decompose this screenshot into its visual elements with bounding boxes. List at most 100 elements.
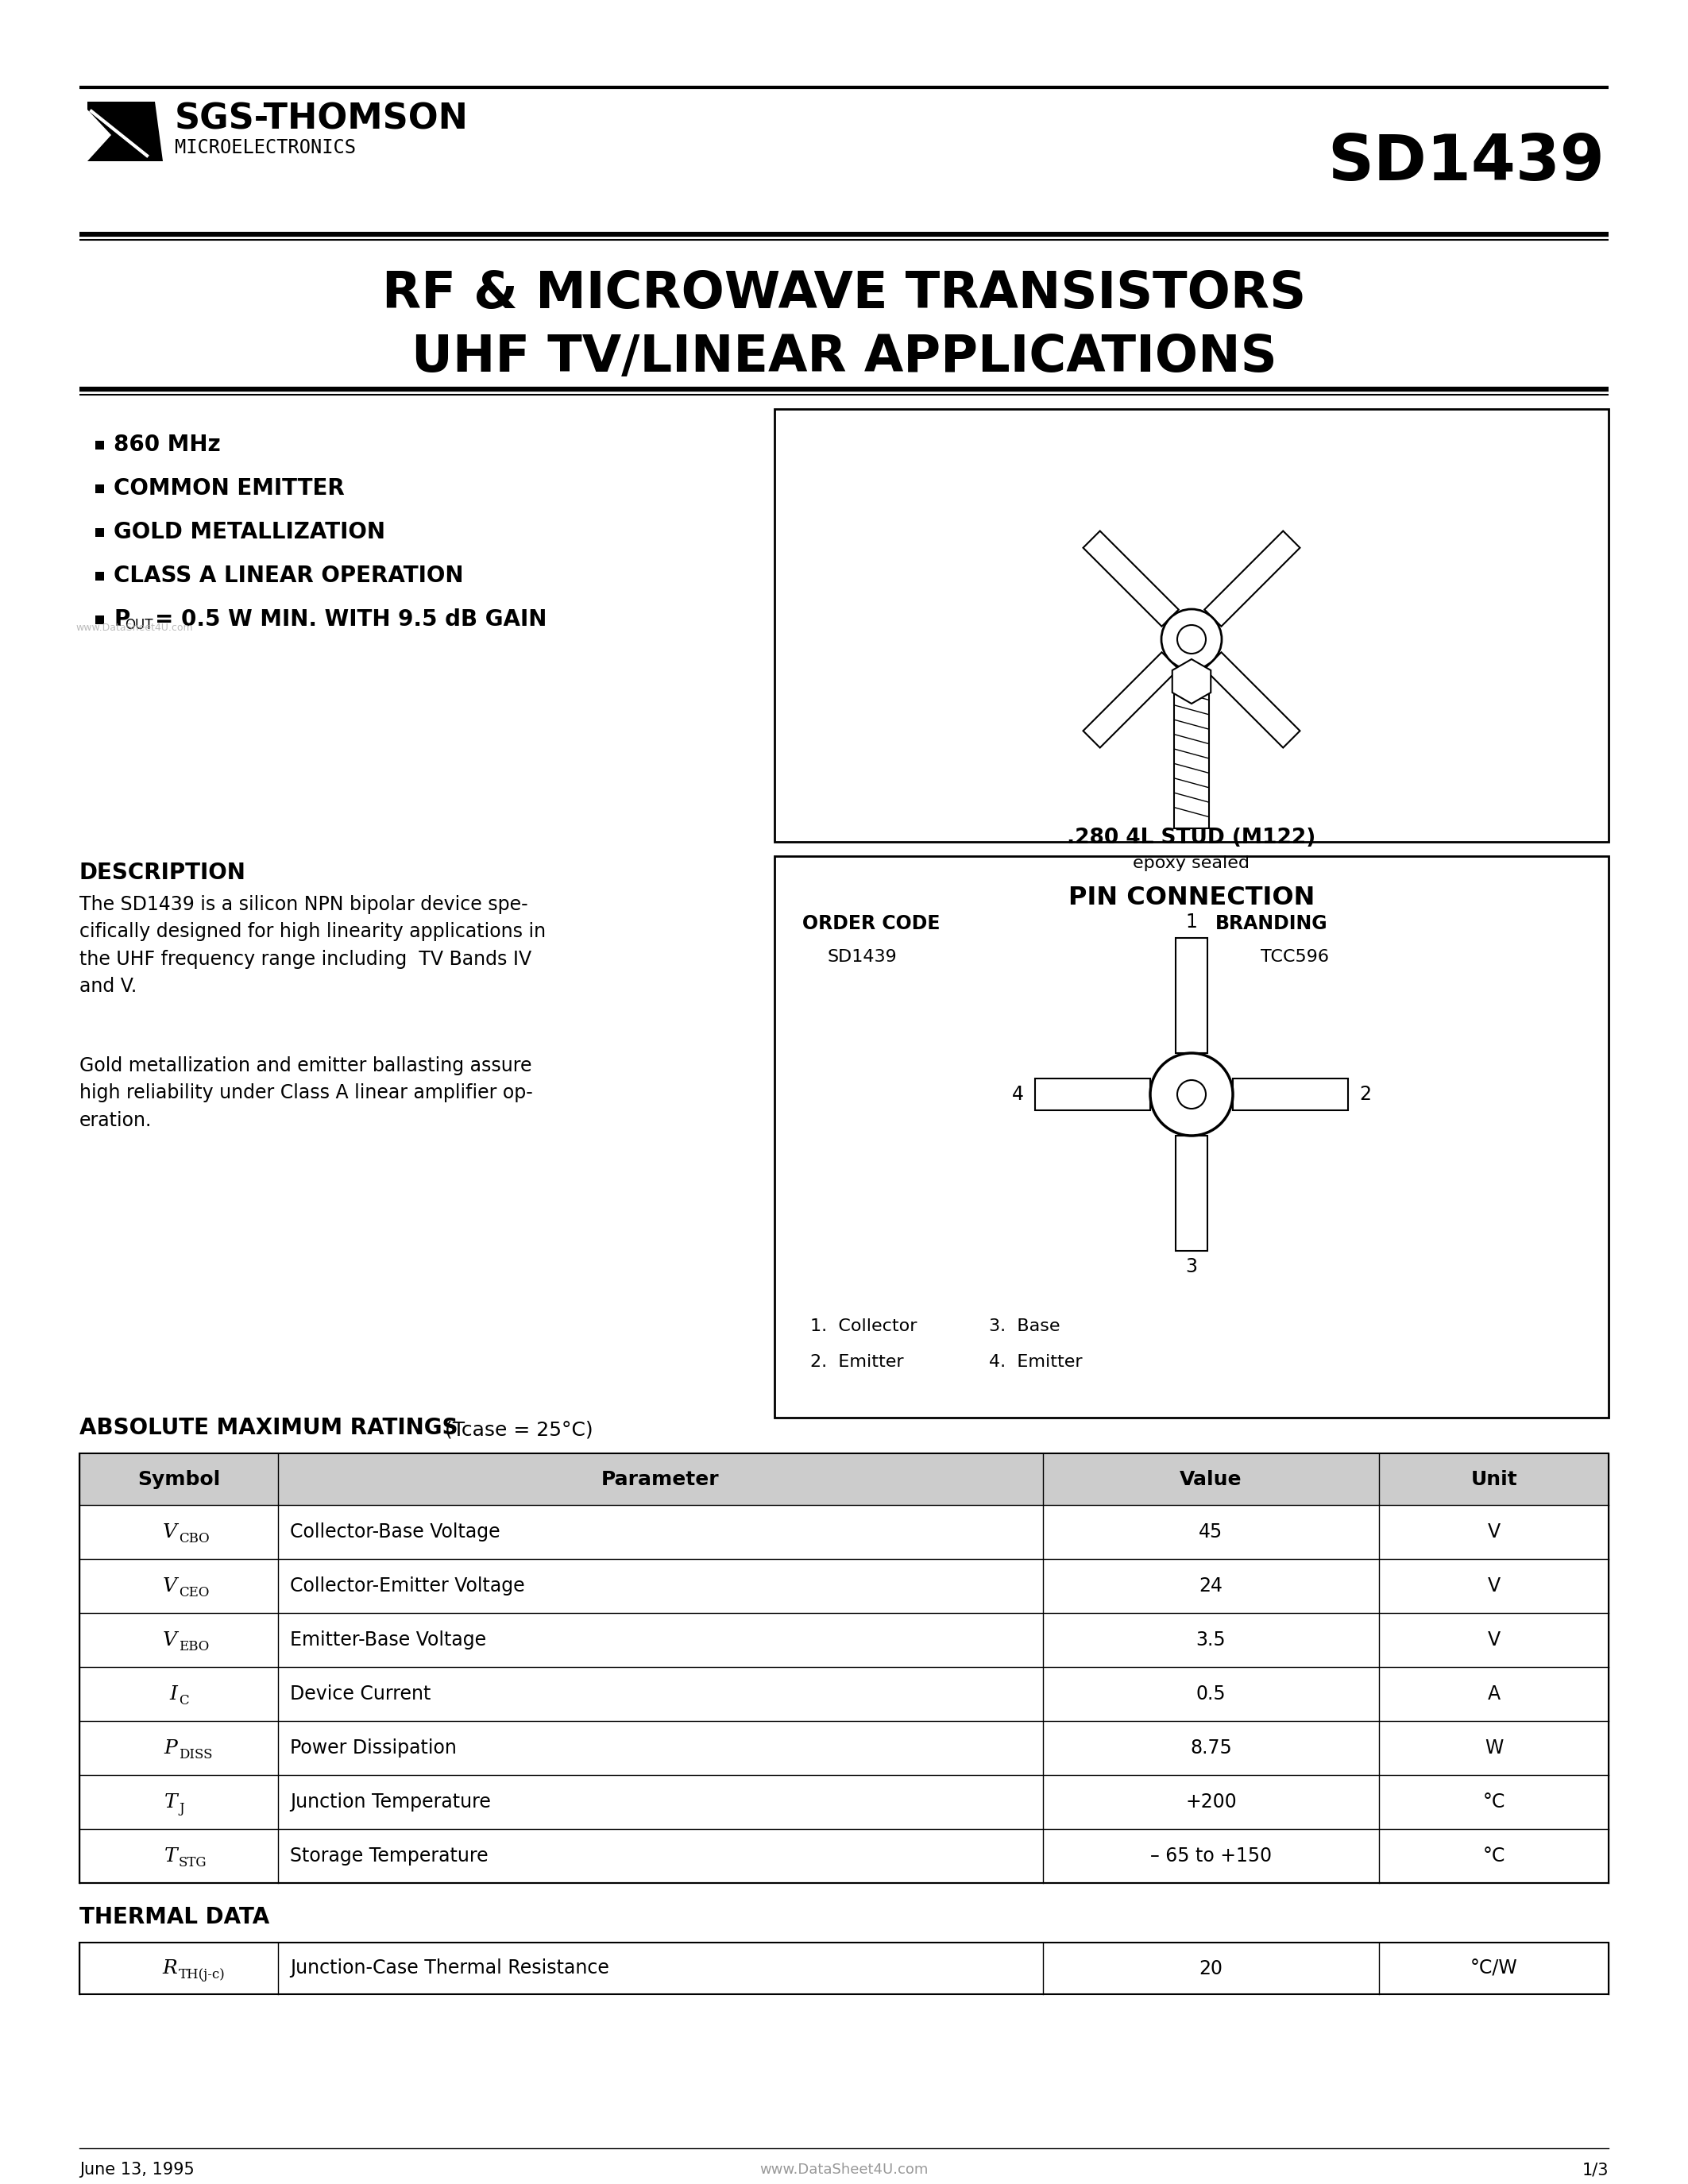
Text: = 0.5 W MIN. WITH 9.5 dB GAIN: = 0.5 W MIN. WITH 9.5 dB GAIN bbox=[155, 609, 547, 631]
Text: 860 MHz: 860 MHz bbox=[113, 435, 221, 456]
Bar bbox=[79, 1666, 1609, 1721]
Text: Gold metallization and emitter ballasting assure
high reliability under Class A : Gold metallization and emitter ballastin… bbox=[79, 1057, 533, 1129]
Bar bbox=[79, 1452, 1609, 1505]
Text: 45: 45 bbox=[1198, 1522, 1224, 1542]
Text: RF & MICROWAVE TRANSISTORS: RF & MICROWAVE TRANSISTORS bbox=[381, 269, 1307, 319]
Polygon shape bbox=[88, 103, 162, 162]
Polygon shape bbox=[1171, 660, 1210, 703]
Text: J: J bbox=[179, 1802, 184, 1815]
Polygon shape bbox=[1084, 653, 1178, 747]
Text: GOLD METALLIZATION: GOLD METALLIZATION bbox=[113, 522, 385, 544]
Text: °C: °C bbox=[1482, 1793, 1506, 1811]
Bar bbox=[95, 485, 105, 494]
Polygon shape bbox=[1084, 531, 1178, 627]
Text: V: V bbox=[164, 1522, 177, 1542]
Polygon shape bbox=[1205, 653, 1300, 747]
Text: Symbol: Symbol bbox=[137, 1470, 219, 1489]
Text: 4.  Emitter: 4. Emitter bbox=[989, 1354, 1082, 1369]
Text: C: C bbox=[179, 1693, 189, 1708]
Text: (Tcase = 25°C): (Tcase = 25°C) bbox=[446, 1420, 592, 1439]
Text: SD1439: SD1439 bbox=[1327, 131, 1605, 194]
Text: TH(j-c): TH(j-c) bbox=[179, 1968, 226, 1981]
Polygon shape bbox=[88, 109, 111, 162]
Text: 2.  Emitter: 2. Emitter bbox=[810, 1354, 903, 1369]
Bar bbox=[79, 1452, 1609, 1883]
Text: Device Current: Device Current bbox=[290, 1684, 430, 1704]
Text: UHF TV/LINEAR APPLICATIONS: UHF TV/LINEAR APPLICATIONS bbox=[412, 332, 1276, 382]
Text: 1.  Collector: 1. Collector bbox=[810, 1319, 917, 1334]
Text: ORDER CODE: ORDER CODE bbox=[802, 915, 940, 933]
Text: 3.5: 3.5 bbox=[1197, 1631, 1225, 1649]
Text: 3.  Base: 3. Base bbox=[989, 1319, 1060, 1334]
Text: P: P bbox=[113, 609, 130, 631]
Polygon shape bbox=[1205, 531, 1300, 627]
Text: Emitter-Base Voltage: Emitter-Base Voltage bbox=[290, 1631, 486, 1649]
Text: °C/W: °C/W bbox=[1470, 1959, 1518, 1979]
Bar bbox=[775, 408, 1609, 841]
Circle shape bbox=[1150, 1053, 1232, 1136]
Bar bbox=[79, 1505, 1609, 1559]
Text: 0.5: 0.5 bbox=[1197, 1684, 1225, 1704]
Text: – 65 to +150: – 65 to +150 bbox=[1150, 1845, 1271, 1865]
Text: BRANDING: BRANDING bbox=[1215, 915, 1328, 933]
Text: SD1439: SD1439 bbox=[827, 950, 896, 965]
Text: CEO: CEO bbox=[179, 1586, 209, 1599]
Text: DISS: DISS bbox=[179, 1747, 213, 1760]
Circle shape bbox=[1161, 609, 1222, 670]
Text: V: V bbox=[1487, 1577, 1501, 1597]
Text: V: V bbox=[1487, 1522, 1501, 1542]
Text: Storage Temperature: Storage Temperature bbox=[290, 1845, 488, 1865]
Bar bbox=[79, 1828, 1609, 1883]
Text: Unit: Unit bbox=[1470, 1470, 1518, 1489]
Text: Junction Temperature: Junction Temperature bbox=[290, 1793, 491, 1811]
Text: Power Dissipation: Power Dissipation bbox=[290, 1738, 457, 1758]
Text: CBO: CBO bbox=[179, 1531, 209, 1544]
Circle shape bbox=[1177, 1081, 1205, 1109]
Text: V: V bbox=[164, 1631, 177, 1649]
Text: Junction-Case Thermal Resistance: Junction-Case Thermal Resistance bbox=[290, 1959, 609, 1979]
Text: 2: 2 bbox=[1359, 1085, 1371, 1103]
Text: 1/3: 1/3 bbox=[1582, 2162, 1609, 2177]
Text: Collector-Emitter Voltage: Collector-Emitter Voltage bbox=[290, 1577, 525, 1597]
Text: 1: 1 bbox=[1185, 913, 1197, 933]
Text: +200: +200 bbox=[1185, 1793, 1237, 1811]
Text: Parameter: Parameter bbox=[601, 1470, 719, 1489]
Bar bbox=[95, 529, 105, 537]
Bar bbox=[95, 572, 105, 581]
Text: THERMAL DATA: THERMAL DATA bbox=[79, 1907, 270, 1928]
Text: W: W bbox=[1485, 1738, 1504, 1758]
Text: Value: Value bbox=[1180, 1470, 1242, 1489]
Bar bbox=[1175, 670, 1209, 828]
Text: I: I bbox=[169, 1684, 177, 1704]
Text: 3: 3 bbox=[1185, 1258, 1197, 1275]
Bar bbox=[95, 441, 105, 450]
Text: ABSOLUTE MAXIMUM RATINGS: ABSOLUTE MAXIMUM RATINGS bbox=[79, 1417, 457, 1439]
Text: °C: °C bbox=[1482, 1845, 1506, 1865]
Text: P: P bbox=[164, 1738, 177, 1758]
Text: DESCRIPTION: DESCRIPTION bbox=[79, 863, 246, 885]
Bar bbox=[1035, 1079, 1150, 1109]
Text: A: A bbox=[1487, 1684, 1501, 1704]
Text: www.DataSheet4U.com: www.DataSheet4U.com bbox=[76, 622, 192, 633]
Text: .280 4L STUD (M122): .280 4L STUD (M122) bbox=[1067, 828, 1317, 847]
Bar bbox=[79, 1776, 1609, 1828]
Bar bbox=[1232, 1079, 1349, 1109]
Text: STG: STG bbox=[179, 1856, 208, 1870]
Text: The SD1439 is a silicon NPN bipolar device spe-
cifically designed for high line: The SD1439 is a silicon NPN bipolar devi… bbox=[79, 895, 545, 996]
Text: 8.75: 8.75 bbox=[1190, 1738, 1232, 1758]
Text: Collector-Base Voltage: Collector-Base Voltage bbox=[290, 1522, 500, 1542]
Text: PIN CONNECTION: PIN CONNECTION bbox=[1069, 885, 1315, 911]
Text: CLASS A LINEAR OPERATION: CLASS A LINEAR OPERATION bbox=[113, 566, 464, 587]
Text: 20: 20 bbox=[1198, 1959, 1222, 1979]
Bar bbox=[79, 1721, 1609, 1776]
Bar bbox=[79, 1942, 1609, 1994]
Bar bbox=[1175, 937, 1207, 1053]
Text: COMMON EMITTER: COMMON EMITTER bbox=[113, 478, 344, 500]
Text: TCC596: TCC596 bbox=[1261, 950, 1328, 965]
Text: V: V bbox=[164, 1577, 177, 1594]
Text: T: T bbox=[164, 1848, 177, 1865]
Text: 4: 4 bbox=[1011, 1085, 1023, 1103]
Text: V: V bbox=[1487, 1631, 1501, 1649]
Text: EBO: EBO bbox=[179, 1640, 209, 1653]
Bar bbox=[775, 856, 1609, 1417]
